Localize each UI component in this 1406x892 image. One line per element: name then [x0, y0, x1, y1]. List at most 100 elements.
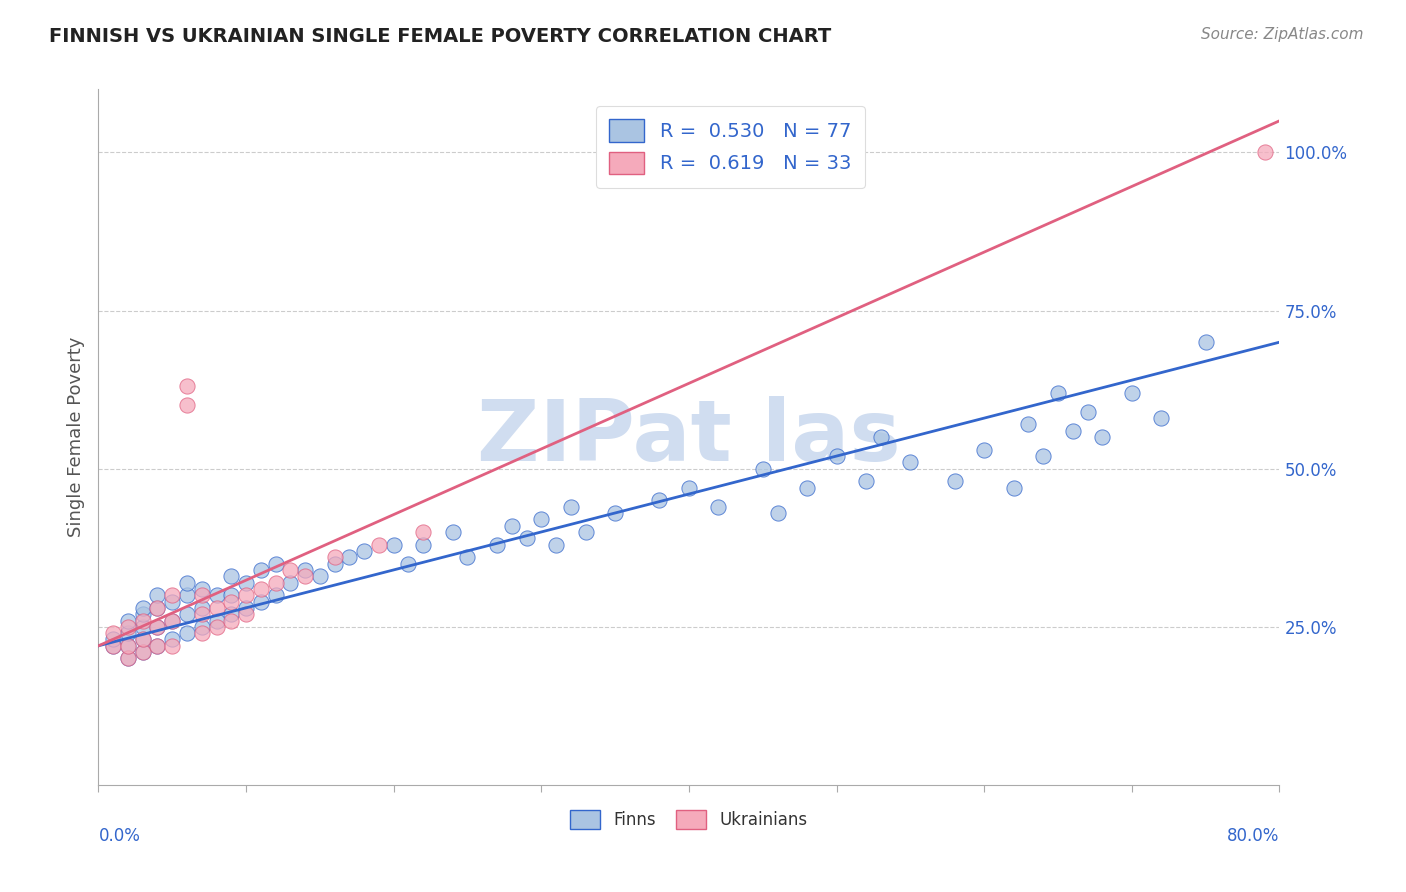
- Point: [117, 626, 139, 640]
- Point: [176, 575, 198, 590]
- Point: [1150, 411, 1173, 425]
- Point: [605, 506, 627, 520]
- Point: [353, 544, 375, 558]
- Point: [132, 645, 155, 659]
- Text: Source: ZipAtlas.com: Source: ZipAtlas.com: [1201, 27, 1364, 42]
- Point: [323, 550, 346, 565]
- Point: [235, 588, 257, 602]
- Point: [294, 563, 316, 577]
- Point: [412, 524, 434, 539]
- Point: [1254, 145, 1277, 160]
- Point: [162, 639, 183, 653]
- Point: [205, 620, 228, 634]
- Point: [1121, 385, 1143, 400]
- Point: [825, 449, 848, 463]
- Point: [176, 588, 198, 602]
- Point: [146, 588, 169, 602]
- Point: [146, 639, 169, 653]
- Point: [1002, 481, 1025, 495]
- Point: [103, 632, 125, 647]
- Text: ZIPat las: ZIPat las: [477, 395, 901, 479]
- Point: [221, 614, 243, 628]
- Point: [191, 626, 214, 640]
- Point: [943, 475, 966, 489]
- Point: [146, 639, 169, 653]
- Y-axis label: Single Female Poverty: Single Female Poverty: [66, 337, 84, 537]
- Point: [530, 512, 553, 526]
- Legend: Finns, Ukrainians: Finns, Ukrainians: [560, 800, 818, 839]
- Point: [1018, 417, 1040, 432]
- Point: [235, 607, 257, 622]
- Point: [900, 455, 922, 469]
- Point: [280, 563, 302, 577]
- Point: [412, 538, 434, 552]
- Point: [339, 550, 361, 565]
- Point: [146, 620, 169, 634]
- Point: [162, 594, 183, 608]
- Point: [132, 607, 155, 622]
- Point: [1077, 405, 1099, 419]
- Point: [1195, 335, 1218, 350]
- Point: [146, 620, 169, 634]
- Point: [486, 538, 509, 552]
- Point: [766, 506, 789, 520]
- Point: [1046, 385, 1070, 400]
- Point: [264, 588, 287, 602]
- Point: [103, 639, 125, 653]
- Point: [1062, 424, 1084, 438]
- Point: [117, 620, 139, 634]
- Text: 0.0%: 0.0%: [98, 827, 141, 845]
- Point: [191, 600, 214, 615]
- Point: [855, 475, 877, 489]
- Point: [796, 481, 818, 495]
- Point: [648, 493, 671, 508]
- Point: [176, 399, 198, 413]
- Point: [205, 614, 228, 628]
- Point: [103, 639, 125, 653]
- Point: [176, 626, 198, 640]
- Point: [117, 614, 139, 628]
- Point: [162, 632, 183, 647]
- Point: [205, 600, 228, 615]
- Point: [132, 620, 155, 634]
- Point: [382, 538, 405, 552]
- Point: [323, 557, 346, 571]
- Point: [501, 518, 523, 533]
- Point: [191, 582, 214, 596]
- Point: [191, 607, 214, 622]
- Point: [250, 594, 273, 608]
- Point: [176, 607, 198, 622]
- Point: [132, 632, 155, 647]
- Point: [162, 588, 183, 602]
- Point: [678, 481, 700, 495]
- Point: [132, 645, 155, 659]
- Point: [132, 632, 155, 647]
- Point: [176, 379, 198, 393]
- Point: [191, 620, 214, 634]
- Point: [235, 600, 257, 615]
- Point: [250, 582, 273, 596]
- Point: [146, 600, 169, 615]
- Point: [132, 614, 155, 628]
- Point: [309, 569, 332, 583]
- Point: [398, 557, 420, 571]
- Point: [162, 614, 183, 628]
- Point: [117, 651, 139, 665]
- Point: [441, 524, 464, 539]
- Point: [1032, 449, 1054, 463]
- Point: [870, 430, 893, 444]
- Point: [516, 531, 538, 545]
- Point: [162, 614, 183, 628]
- Point: [221, 594, 243, 608]
- Point: [103, 626, 125, 640]
- Point: [117, 651, 139, 665]
- Point: [546, 538, 568, 552]
- Point: [205, 588, 228, 602]
- Point: [1091, 430, 1114, 444]
- Point: [707, 500, 730, 514]
- Text: 80.0%: 80.0%: [1227, 827, 1279, 845]
- Point: [221, 588, 243, 602]
- Point: [221, 569, 243, 583]
- Point: [132, 600, 155, 615]
- Point: [457, 550, 479, 565]
